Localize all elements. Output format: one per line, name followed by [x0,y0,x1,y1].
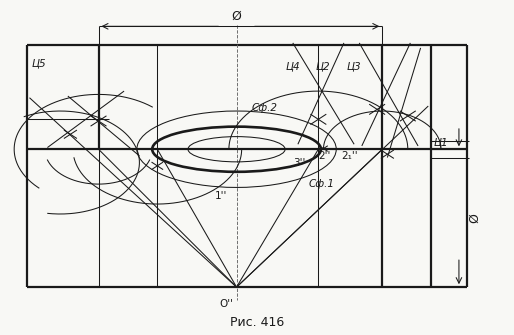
Text: Ц2: Ц2 [316,61,331,71]
Text: Ø: Ø [468,213,481,223]
Text: O'': O'' [219,299,233,309]
Text: Ц1: Ц1 [433,138,448,148]
Text: Ø: Ø [232,9,242,22]
Text: Сф.2: Сф.2 [252,103,278,113]
Text: 1'': 1'' [215,191,227,201]
Text: Рис. 416: Рис. 416 [230,316,284,329]
Text: Ц3: Ц3 [346,61,361,71]
Text: 2₁'': 2₁'' [341,151,358,161]
Text: Ц4: Ц4 [285,61,300,71]
Text: 3'': 3'' [293,157,305,168]
Text: Ц5: Ц5 [32,58,47,68]
Text: 2'': 2'' [318,151,331,161]
Text: Сф.1: Сф.1 [308,179,334,189]
